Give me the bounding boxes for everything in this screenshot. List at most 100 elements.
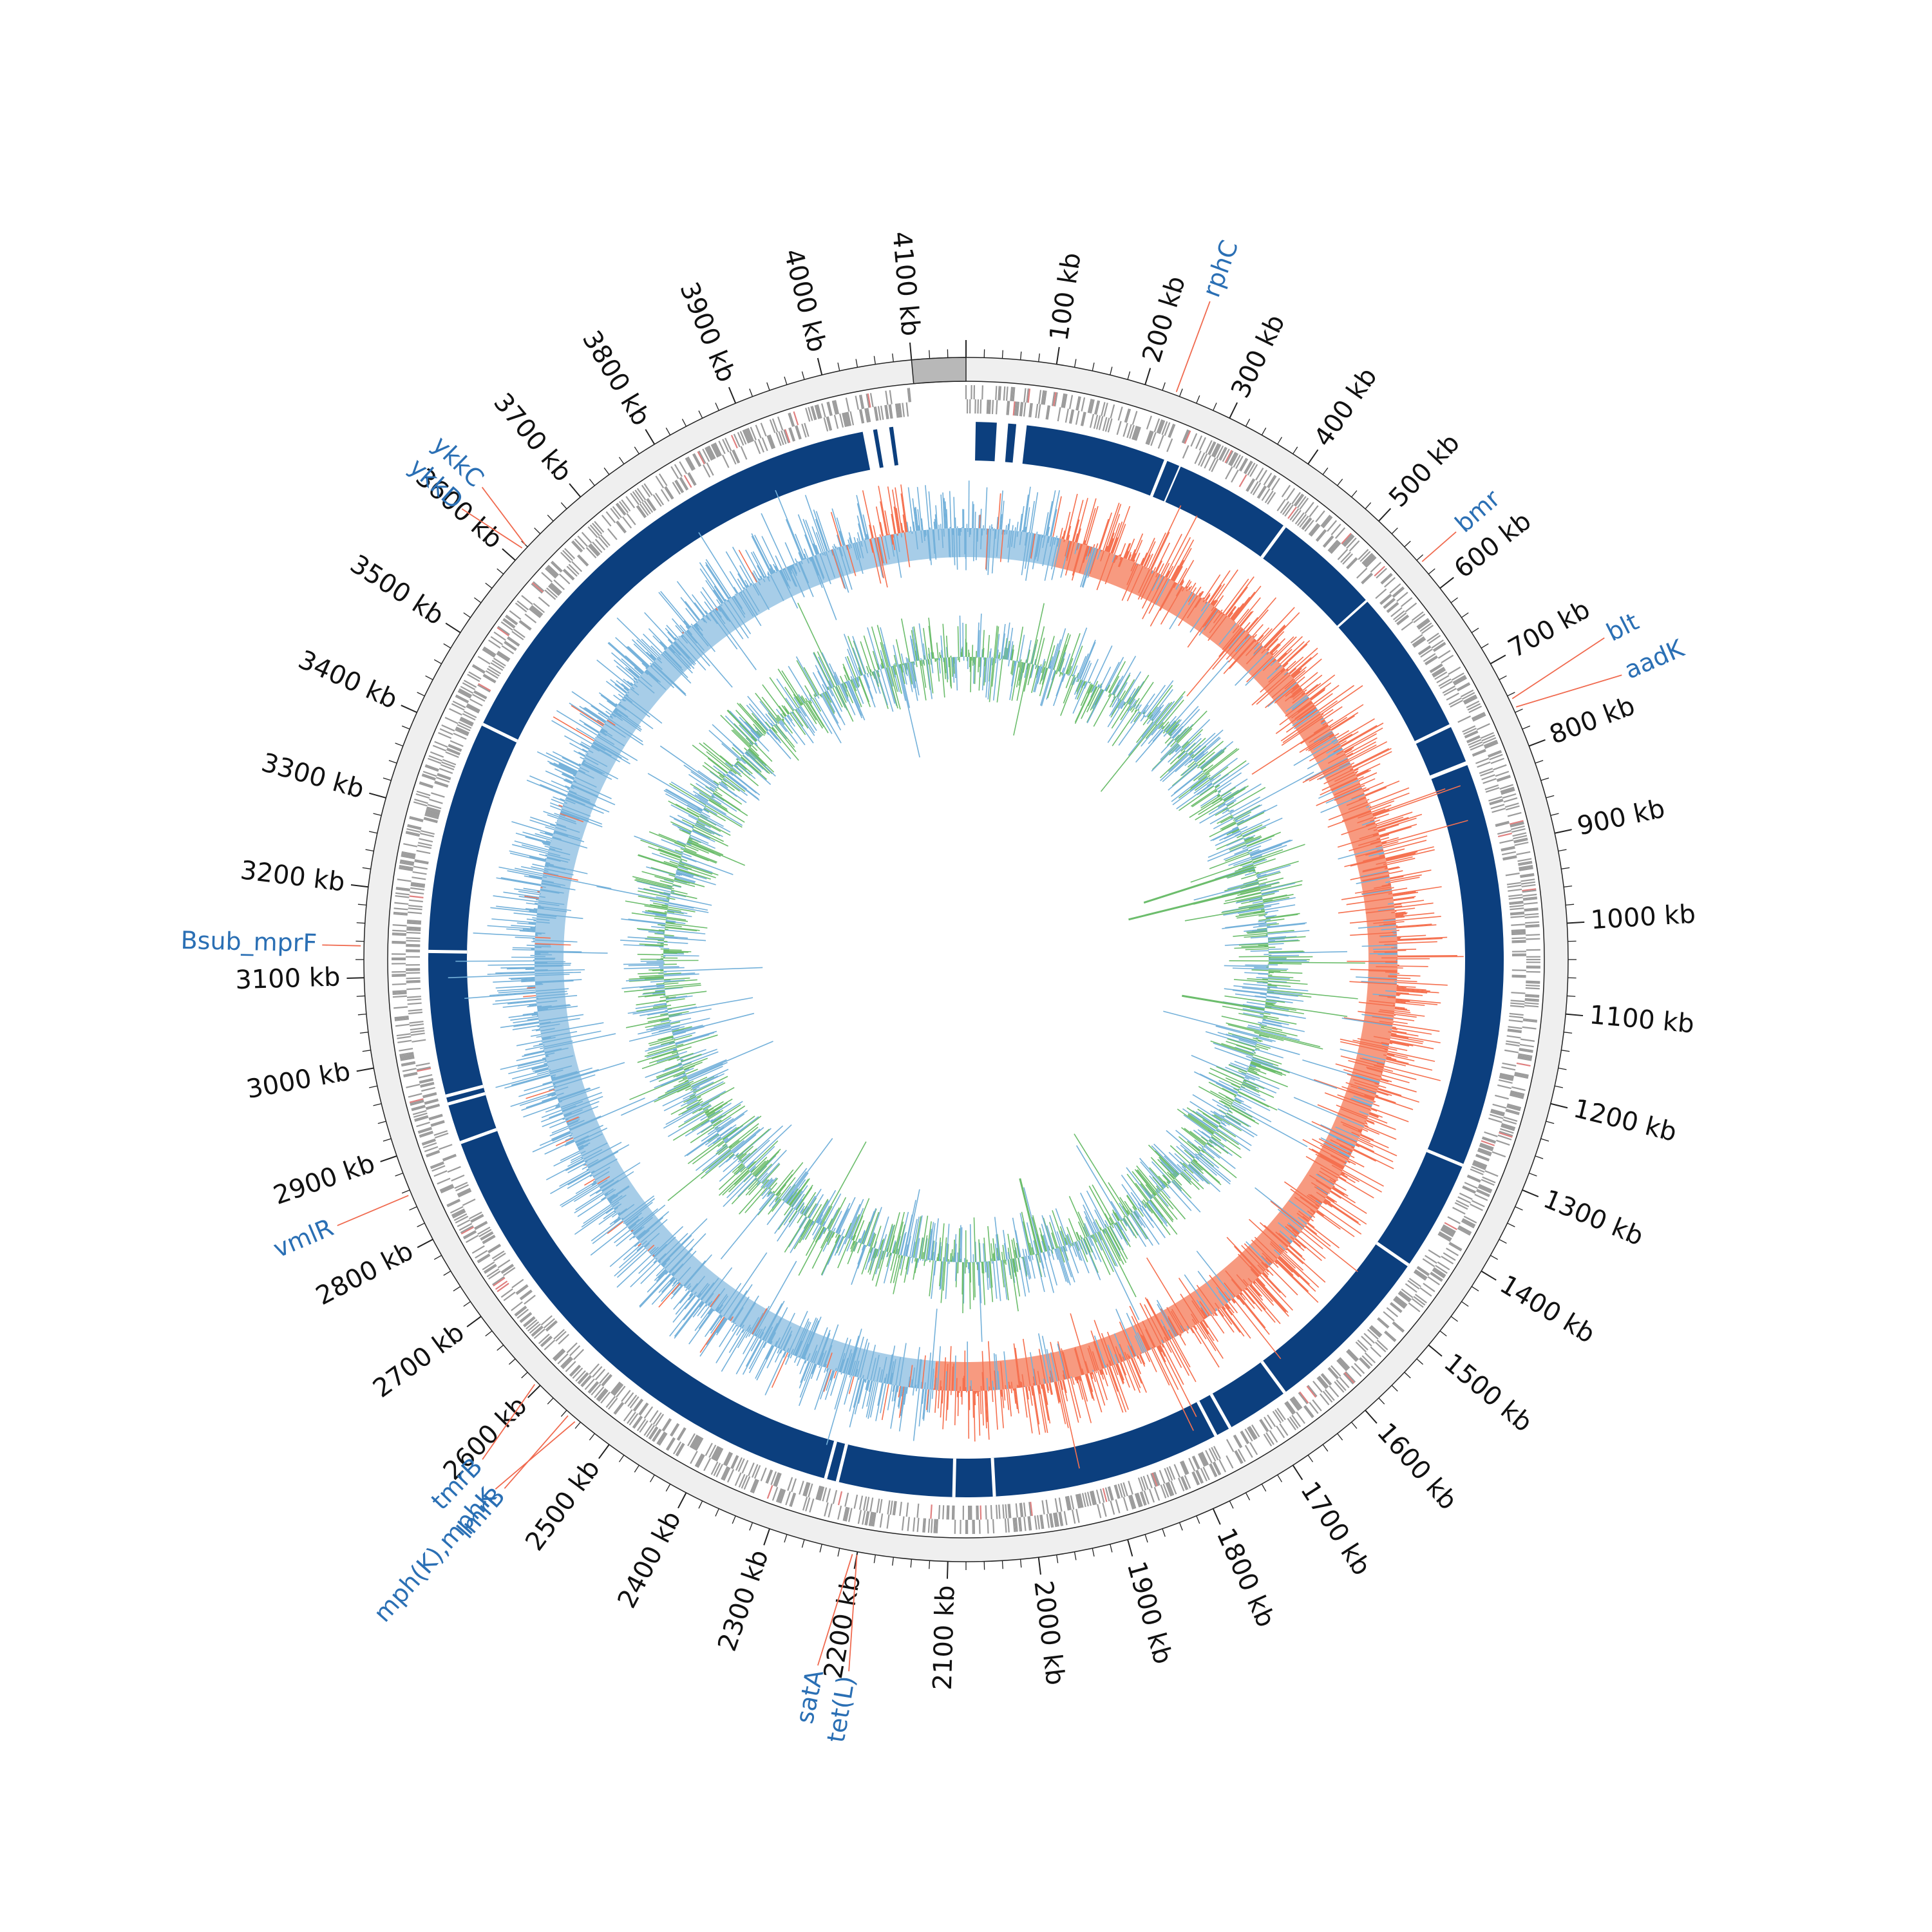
gene-tick: [562, 1358, 574, 1370]
gc-content-bar: [535, 965, 563, 967]
gc-content-bar: [898, 1386, 901, 1397]
gene-tick: [1420, 649, 1433, 658]
gc-content-bar: [995, 1354, 999, 1390]
gene-tick: [491, 1250, 505, 1260]
gc-content-bar: [1257, 1264, 1265, 1272]
gene-tick: [1392, 1322, 1404, 1333]
gc-content-bar: [1137, 570, 1153, 600]
gene-tick: [560, 551, 572, 564]
gc-content-bar: [1137, 1355, 1142, 1364]
gene-tick: [772, 418, 779, 433]
gene-tick: [1041, 1514, 1045, 1529]
gene-tick: [437, 773, 451, 779]
tick-label: 1500 kb: [1438, 1348, 1538, 1438]
gc-content-bar: [1366, 822, 1376, 826]
gc-content-bar: [1178, 1277, 1207, 1319]
gene-tick: [703, 1457, 712, 1472]
gc-content-bar: [1293, 1097, 1364, 1128]
gene-tick: [1489, 800, 1504, 806]
gc-content-bar: [1300, 1231, 1302, 1233]
gene-tick: [826, 402, 831, 417]
gc-content-bar: [1277, 652, 1287, 662]
gene-tick: [1226, 1455, 1234, 1469]
gc-content-bar: [1389, 1039, 1434, 1050]
minor-tick: [1378, 1397, 1385, 1405]
gc-content-bar: [1315, 1153, 1343, 1170]
gc-content-bar: [1373, 1036, 1390, 1040]
gc-content-bar: [1087, 1348, 1096, 1372]
gc-content-bar: [822, 1324, 839, 1367]
gene-tick: [1490, 757, 1504, 764]
gc-content-bar: [473, 933, 536, 937]
gc-content-bar: [529, 856, 547, 862]
gc-content-bar: [552, 836, 562, 840]
gc-content-bar: [911, 1379, 913, 1388]
gc-content-bar: [1378, 829, 1386, 833]
gene-tick: [1525, 994, 1540, 997]
gene-tick: [761, 437, 768, 451]
minor-tick: [1277, 1474, 1282, 1482]
gene-tick: [1211, 1446, 1219, 1461]
gene-tick: [643, 500, 654, 513]
gc-content-bar: [1101, 1369, 1104, 1375]
gc-content-bar: [1310, 688, 1326, 700]
gene-tick: [1135, 426, 1141, 441]
gene-tick: [455, 728, 469, 736]
gene-tick: [1448, 1243, 1462, 1252]
gene-tick: [1432, 668, 1446, 677]
gene-tick: [392, 934, 406, 936]
gene-tick: [1496, 775, 1511, 781]
gc-content-bar: [866, 1381, 875, 1418]
minor-tick: [1507, 1222, 1515, 1227]
gc-content-bar: [558, 1088, 591, 1101]
gene-tick: [402, 1068, 417, 1072]
gc-content-bar: [1324, 1092, 1371, 1110]
gc-content-bar: [1388, 976, 1397, 978]
gene-tick: [446, 747, 461, 755]
gene-tick: [460, 685, 474, 694]
gene-tick: [802, 1496, 808, 1511]
gene-tick: [1361, 1355, 1373, 1367]
gc-content-bar: [511, 844, 548, 855]
gene-tick: [1126, 424, 1132, 439]
gc-content-bar: [1378, 908, 1395, 911]
gc-content-bar: [1348, 1151, 1352, 1155]
gc-content-bar: [1101, 1332, 1114, 1366]
gene-tick: [558, 1334, 569, 1345]
gc-content-bar: [1109, 1366, 1127, 1413]
gene-tick: [1439, 1231, 1452, 1240]
gene-tick: [1361, 573, 1374, 585]
gene-tick: [1258, 469, 1267, 483]
gc-content-bar: [493, 895, 539, 903]
gc-content-bar: [583, 757, 585, 759]
gc-content-bar: [492, 999, 537, 1005]
gc-content-bar: [1341, 1086, 1375, 1099]
gene-tick: [1477, 1150, 1492, 1157]
gc-content-bar: [549, 1121, 567, 1128]
gene-tick: [395, 887, 410, 891]
gene-tick: [1135, 1493, 1142, 1507]
tick-label: 2100 kb: [928, 1585, 961, 1690]
gc-content-bar: [1340, 1108, 1367, 1120]
minor-tick: [1561, 867, 1570, 869]
gc-content-bar: [1323, 1200, 1332, 1208]
gc-content-bar: [1376, 1063, 1385, 1066]
gc-content-bar: [1060, 540, 1071, 578]
gene-tick: [578, 554, 589, 566]
tick-label: 3200 kb: [239, 855, 346, 897]
gene-tick: [1168, 423, 1175, 438]
gc-content-bar: [705, 1293, 714, 1304]
gc-content-bar: [1381, 841, 1387, 844]
gene-tick: [1509, 900, 1524, 904]
gene-tick: [1421, 625, 1434, 634]
gc-content-bar: [1019, 531, 1022, 545]
gc-content-bar: [533, 1043, 544, 1047]
gc-content-bar: [522, 831, 552, 841]
gc-content-bar: [1317, 1173, 1335, 1185]
gc-content-bar: [774, 1349, 782, 1363]
gc-content-bar: [1331, 715, 1355, 731]
gc-content-bar: [764, 576, 766, 578]
gene-tick: [1289, 1416, 1299, 1429]
gene-tick: [1432, 641, 1446, 651]
gc-content-bar: [1316, 1180, 1332, 1191]
